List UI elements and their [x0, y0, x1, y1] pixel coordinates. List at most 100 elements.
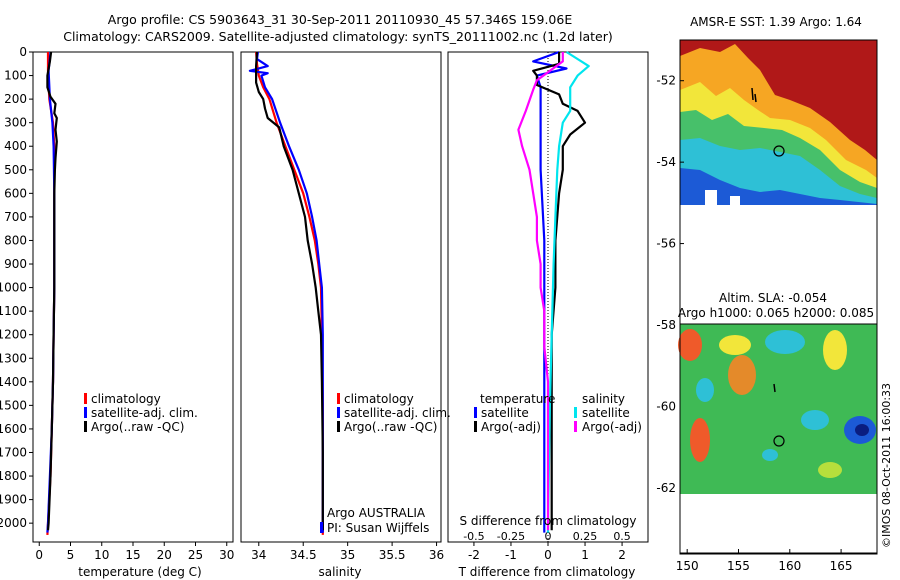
legend-label: Argo(-adj): [481, 420, 541, 434]
x-tick-label: 34: [251, 548, 266, 562]
map-lat-label: -56: [656, 237, 676, 251]
header-title-line1: Argo profile: CS 5903643_31 30-Sep-2011 …: [108, 12, 573, 27]
legend-swatch-argo: [337, 421, 340, 432]
temperature-x-axis: 0 5 10 15 20 25 30: [35, 542, 234, 562]
legend-swatch-climatology: [84, 393, 87, 404]
depth-tick-label: 1000: [0, 281, 27, 295]
legend-swatch-satellite-adj: [84, 407, 87, 418]
imos-timestamp: ©IMOS 08-Oct-2011 16:00:33: [880, 383, 893, 548]
depth-tick-label: 900: [4, 257, 27, 271]
x-tick-label: 30: [219, 548, 234, 562]
depth-tick-label: 1300: [0, 351, 27, 365]
legend-label: satellite-adj. clim.: [91, 406, 198, 420]
depth-tick-label: 1100: [0, 304, 27, 318]
map-lat-label: -52: [656, 74, 676, 88]
sst-map-frame: [679, 39, 878, 554]
sla-high-anomaly: [678, 329, 702, 361]
x-tick-label: 20: [157, 548, 172, 562]
map-lon-label: 155: [727, 559, 750, 573]
depth-tick-label: 700: [4, 210, 27, 224]
depth-tick-label: 2000: [0, 516, 27, 530]
sst-map-title: AMSR-E SST: 1.39 Argo: 1.64: [690, 15, 862, 29]
sla-high-anomaly: [690, 418, 710, 462]
legend-label: Argo(-adj): [582, 420, 642, 434]
salinity-series: [248, 51, 324, 535]
credit-agency: Argo AUSTRALIA: [327, 506, 426, 520]
salinity-difference-axis: -0.5 -0.25 0 0.25 0.5: [463, 530, 631, 543]
sla-float-marker: [773, 435, 785, 447]
legend-swatch-sal-satellite: [574, 407, 577, 418]
series-line: [546, 51, 590, 533]
s-difference-axis-label: S difference from climatology: [460, 514, 637, 528]
legend-label: satellite-adj. clim.: [344, 406, 451, 420]
series-line: [248, 51, 324, 533]
depth-tick-label: 1500: [0, 398, 27, 412]
difference-series: [517, 50, 590, 533]
series-line: [532, 50, 568, 533]
sla-map: [678, 323, 878, 555]
legend-label: satellite: [582, 406, 630, 420]
sla-map-frame: [679, 323, 878, 555]
difference-legend: temperature satellite Argo(-adj) salinit…: [474, 392, 642, 434]
depth-tick-label: 1200: [0, 328, 27, 342]
legend-label: Argo(..raw -QC): [344, 420, 437, 434]
legend-label: climatology: [344, 392, 414, 406]
s-tick-label: -0.25: [497, 530, 525, 543]
sla-low-anomaly-core: [855, 424, 869, 436]
map-lat-label: -54: [656, 155, 676, 169]
legend-heading-temperature: temperature: [480, 392, 555, 406]
sla-low-anomaly: [801, 410, 829, 430]
map-lat-label: -60: [656, 399, 676, 413]
legend-heading-salinity: salinity: [582, 392, 625, 406]
sst-blue-band: [680, 168, 877, 205]
depth-tick-label: 1400: [0, 375, 27, 389]
series-line: [255, 51, 324, 531]
depth-tick-label: 100: [4, 69, 27, 83]
map-lat-label: -58: [656, 318, 676, 332]
sla-map-title1: Altim. SLA: -0.054: [719, 291, 827, 305]
depth-tick-label: 1700: [0, 445, 27, 459]
series-line: [46, 51, 58, 531]
series-line: [255, 51, 324, 535]
x-tick-label: 2: [618, 548, 626, 562]
s-tick-label: -0.5: [463, 530, 484, 543]
sst-argo-track: [751, 87, 757, 103]
sla-argo-track: [773, 383, 776, 393]
temperature-legend: climatology satellite-adj. clim. Argo(..…: [84, 392, 198, 434]
legend-label: Argo(..raw -QC): [91, 420, 184, 434]
legend-label: climatology: [91, 392, 161, 406]
sst-map-axes: -52 -54 -56 -58 -60 -62 150 155 160 165: [656, 74, 852, 573]
sst-land-mask: [730, 196, 740, 205]
depth-tick-label: 1900: [0, 493, 27, 507]
temperature-panel-frame: [32, 51, 234, 543]
s-tick-label: 0.5: [613, 530, 631, 543]
depth-tick-label: 800: [4, 233, 27, 247]
x-tick-label: 1: [581, 548, 589, 562]
x-tick-label: 35: [340, 548, 355, 562]
depth-tick-label: 1800: [0, 469, 27, 483]
temperature-series: [46, 51, 58, 535]
legend-label: satellite: [481, 406, 529, 420]
map-lon-label: 165: [830, 559, 853, 573]
x-tick-label: 35.5: [379, 548, 406, 562]
x-tick-label: 15: [125, 548, 140, 562]
salinity-axis-label: salinity: [318, 565, 361, 579]
x-tick-label: 10: [94, 548, 109, 562]
depth-tick-label: 300: [4, 116, 27, 130]
legend-swatch-temp-satellite: [474, 407, 477, 418]
depth-tick-label: 200: [4, 92, 27, 106]
sla-low-anomaly: [765, 330, 805, 354]
salinity-panel-frame: [240, 51, 442, 543]
sst-map: [679, 39, 878, 554]
legend-swatch-argo: [84, 421, 87, 432]
sst-land-mask: [705, 190, 717, 205]
credit-swatch: [320, 522, 323, 533]
salinity-legend: climatology satellite-adj. clim. Argo(..…: [337, 392, 451, 434]
map-lat-label: -62: [656, 481, 676, 495]
x-tick-label: 36: [429, 548, 444, 562]
sla-low-anomaly: [696, 378, 714, 402]
sla-map-title2: Argo h1000: 0.065 h2000: 0.085: [678, 306, 874, 320]
temperature-axis-label: temperature (deg C): [78, 565, 201, 579]
legend-swatch-temp-argo: [474, 421, 477, 432]
legend-swatch-sal-argo: [574, 421, 577, 432]
